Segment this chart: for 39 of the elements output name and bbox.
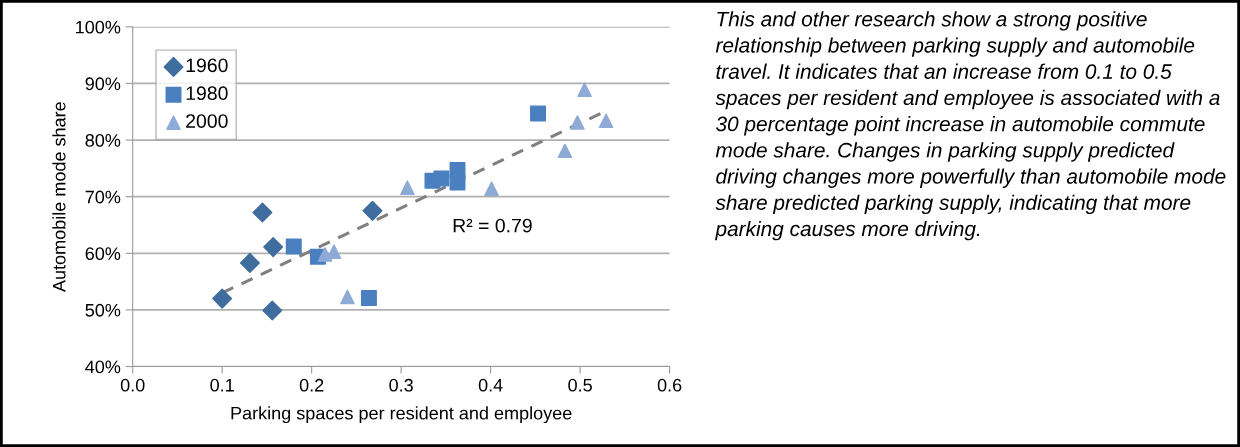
point [263, 237, 284, 258]
point [362, 200, 383, 221]
point [360, 290, 377, 307]
point [557, 143, 573, 159]
y-tick-label: 80% [85, 133, 121, 147]
point [400, 180, 415, 195]
point [449, 174, 466, 191]
point [484, 181, 499, 197]
point [433, 170, 450, 187]
y-tick-label: 40% [85, 360, 121, 374]
y-tick-label: 100% [76, 20, 121, 34]
x-tick-label: 0.4 [478, 378, 503, 392]
legend-label: 2000 [186, 114, 228, 128]
point [530, 105, 547, 122]
x-tick-label: 0.3 [389, 378, 413, 392]
y-tick-label: 50% [85, 303, 121, 317]
point [239, 252, 260, 273]
point [262, 300, 283, 321]
y-tick-label: 90% [85, 77, 121, 91]
point [570, 115, 585, 130]
point [252, 202, 273, 223]
legend-label: 1980 [186, 86, 228, 101]
legend-label: 1960 [186, 58, 228, 73]
point [285, 238, 302, 255]
x-tick-label: 0.6 [657, 378, 682, 392]
point [577, 82, 592, 97]
x-axis-title: Parking spaces per resident and employee [231, 406, 572, 424]
x-tick-label: 0.5 [568, 378, 592, 392]
text: This and other research show a strong positive relationship between parking supply and automobile travel. It indicates that an increase from 0.1 to 0.5 spaces per resident and employee is associated with a 30 percentage point increase in automobile commute mode share. Changes in parking supply predicted driving changes more powerfully than automobile mode share predicted parking supply, indicating that more parking causes more driving. [714, 11, 1226, 241]
x-tick-label: 0.1 [210, 378, 234, 392]
point [340, 289, 355, 305]
y-tick-label: 70% [85, 190, 121, 204]
x-tick-label: 0.2 [299, 378, 324, 392]
y-tick-label: 60% [85, 247, 121, 261]
x-tick-label: 0.0 [120, 378, 145, 392]
annotation: R² = 0.79 [453, 218, 532, 233]
point [598, 113, 614, 129]
point [212, 288, 233, 309]
y-axis-title: Automobile mode share [52, 102, 66, 292]
